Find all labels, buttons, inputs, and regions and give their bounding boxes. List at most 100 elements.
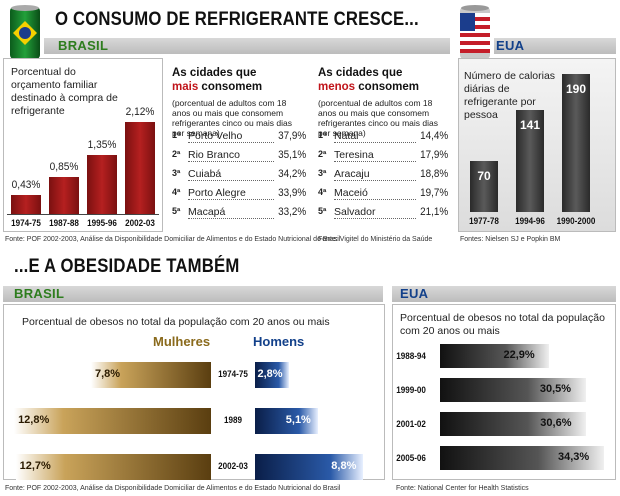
category-label: 1989 [223, 415, 243, 425]
less-cities-subtitle: (porcentual de adultos com 18 anos ou ma… [318, 98, 439, 138]
bar-1977-78 [470, 161, 498, 212]
leader-dots [188, 142, 274, 143]
bar-category-label: 1995-96 [87, 218, 117, 228]
city-value: 14,4% [419, 130, 448, 142]
city-value: 21,1% [419, 206, 448, 218]
rank-label: 1ª [318, 130, 327, 140]
section-label-brasil-top: BRASIL [58, 38, 109, 53]
leader-dots [334, 199, 416, 200]
leader-dots [188, 218, 274, 219]
leader-dots [188, 161, 274, 162]
category-label: 2005-06 [396, 453, 426, 463]
rank-label: 4ª [172, 187, 181, 197]
less-cities-title-line1: As cidades que [318, 67, 403, 79]
bar-men-2002-03 [255, 454, 364, 480]
rank-label: 1ª [172, 130, 181, 140]
bar-value-label: 30,6% [540, 417, 572, 429]
headline-top: O CONSUMO DE REFRIGERANTE CRESCE... [55, 9, 419, 30]
section-bar-eua-top [494, 38, 616, 54]
leader-dots [334, 180, 416, 181]
rank-label: 3ª [318, 168, 327, 178]
leader-dots [334, 142, 416, 143]
bar-category-label: 1977-78 [469, 216, 499, 226]
city-name: Maceió [334, 187, 368, 199]
bar-1995-96 [87, 155, 117, 214]
city-name: Aracaju [334, 168, 370, 180]
bar-2001-02 [440, 412, 587, 436]
source-brasil-top: Fonte: POF 2002-2003, Análise da Disponi… [5, 236, 341, 243]
soda-can-brasil [8, 3, 42, 61]
soda-can-eua [458, 3, 492, 61]
less-cities-title-line2: menos consomem [318, 80, 458, 94]
category-label: 2002-03 [218, 461, 248, 471]
bar-value-label: 190 [565, 82, 587, 96]
bar-women-2002-03 [15, 454, 211, 480]
eua-calories-chart: 70 1977-78 141 1994-96 190 1990-2000 [460, 60, 614, 230]
city-value: 17,9% [419, 149, 448, 161]
headline-bottom: ...E A OBESIDADE TAMBÉM [14, 256, 240, 277]
city-name: Natal [334, 130, 359, 142]
eua-calories-desc: Número de calorias diárias de refrigeran… [464, 70, 556, 121]
bar-value-label: 70 [477, 169, 491, 184]
rank-label: 5ª [172, 206, 181, 216]
brasil-budget-chart: 0,43% 1974-75 0,85% 1987-88 1,35% 1995-96 2,12… [5, 60, 161, 230]
city-name: Teresina [334, 149, 374, 161]
source-eua-top: Fontes: Nielsen SJ e Popkin BM [460, 236, 561, 243]
brasil-budget-desc: Porcentual do orçamento familiar destina… [11, 66, 118, 117]
legend-women: Mulheres [153, 334, 211, 349]
leader-dots [188, 199, 274, 200]
more-cities-subtitle: (porcentual de adultos com 18 anos ou ma… [172, 98, 293, 138]
category-label: 1999-00 [396, 385, 426, 395]
section-label-eua-top: EUA [496, 38, 525, 53]
bar-category-label: 1987-88 [49, 218, 79, 228]
bar-category-label: 1990-2000 [556, 216, 596, 226]
eua-obesity-chart: 1988-94 22,9% 1999-00 30,5% 2001-02 30,6% 2005… [394, 342, 614, 478]
bar-value-label: 1,35% [87, 139, 117, 152]
city-value: 19,7% [419, 187, 448, 199]
rank-label: 3ª [172, 168, 181, 178]
bar-category-label: 1974-75 [11, 218, 41, 228]
city-name: Salvador [334, 206, 376, 218]
bar-category-label: 2002-03 [125, 218, 155, 228]
rank-label: 2ª [318, 149, 327, 159]
more-cities-title-rest: consomem [201, 81, 263, 93]
x-axis [7, 214, 159, 215]
city-name: Porto Alegre [188, 187, 246, 199]
source-eua-bottom: Fonte: National Center for Health Statis… [396, 485, 529, 492]
bar-1987-88 [49, 177, 79, 214]
value-women: 7,8% [95, 368, 121, 380]
bar-1974-75 [11, 195, 41, 214]
bar-value-label: 2,12% [125, 106, 155, 118]
less-cities-title: As cidades que menos consomem [318, 66, 458, 94]
legend-men: Homens [253, 334, 305, 349]
bar-value-label: 34,3% [558, 451, 590, 463]
leader-dots [188, 180, 274, 181]
category-label: 1974-75 [218, 369, 248, 379]
bar-1994-96 [516, 109, 544, 212]
more-cities-title-line2: mais consomem [172, 80, 312, 94]
bar-1990-2000 [562, 74, 590, 212]
brasil-obesity-panel [3, 304, 385, 480]
bar-value-label: 141 [519, 117, 541, 132]
bar-value-label: 22,9% [503, 349, 535, 361]
brasil-obesity-desc: Porcentual de obesos no total da populaç… [22, 316, 330, 328]
bar-men-1974-75 [255, 362, 290, 388]
city-value: 33,2% [277, 206, 306, 218]
city-name: Rio Branco [188, 149, 240, 161]
value-women: 12,7% [19, 460, 51, 472]
bar-value-label: 30,5% [539, 383, 572, 395]
more-cities-list: 1ª Porto Velho 37,9% 2ª Rio Branco 35,1% 3ª Cui… [172, 130, 308, 225]
city-value: 18,8% [419, 168, 448, 180]
category-label: 1988-94 [396, 351, 426, 361]
bar-value-label: 0,85% [49, 161, 79, 174]
brasil-obesity-chart: Mulheres Homens 7,8% 2,8% 1974-75 12,8% 5,1% 19… [5, 330, 383, 480]
more-cities-title: As cidades que mais consomem [172, 66, 312, 94]
city-name: Macapá [188, 206, 226, 218]
rank-label: 5ª [318, 206, 327, 216]
city-name: Porto Velho [188, 130, 243, 142]
rank-label: 2ª [172, 149, 181, 159]
section-bar-brasil-bottom [3, 286, 383, 302]
more-cities-title-line1: As cidades que [172, 67, 257, 79]
more-cities-title-em: mais [172, 81, 199, 93]
section-bar-eua-bottom [392, 286, 616, 302]
